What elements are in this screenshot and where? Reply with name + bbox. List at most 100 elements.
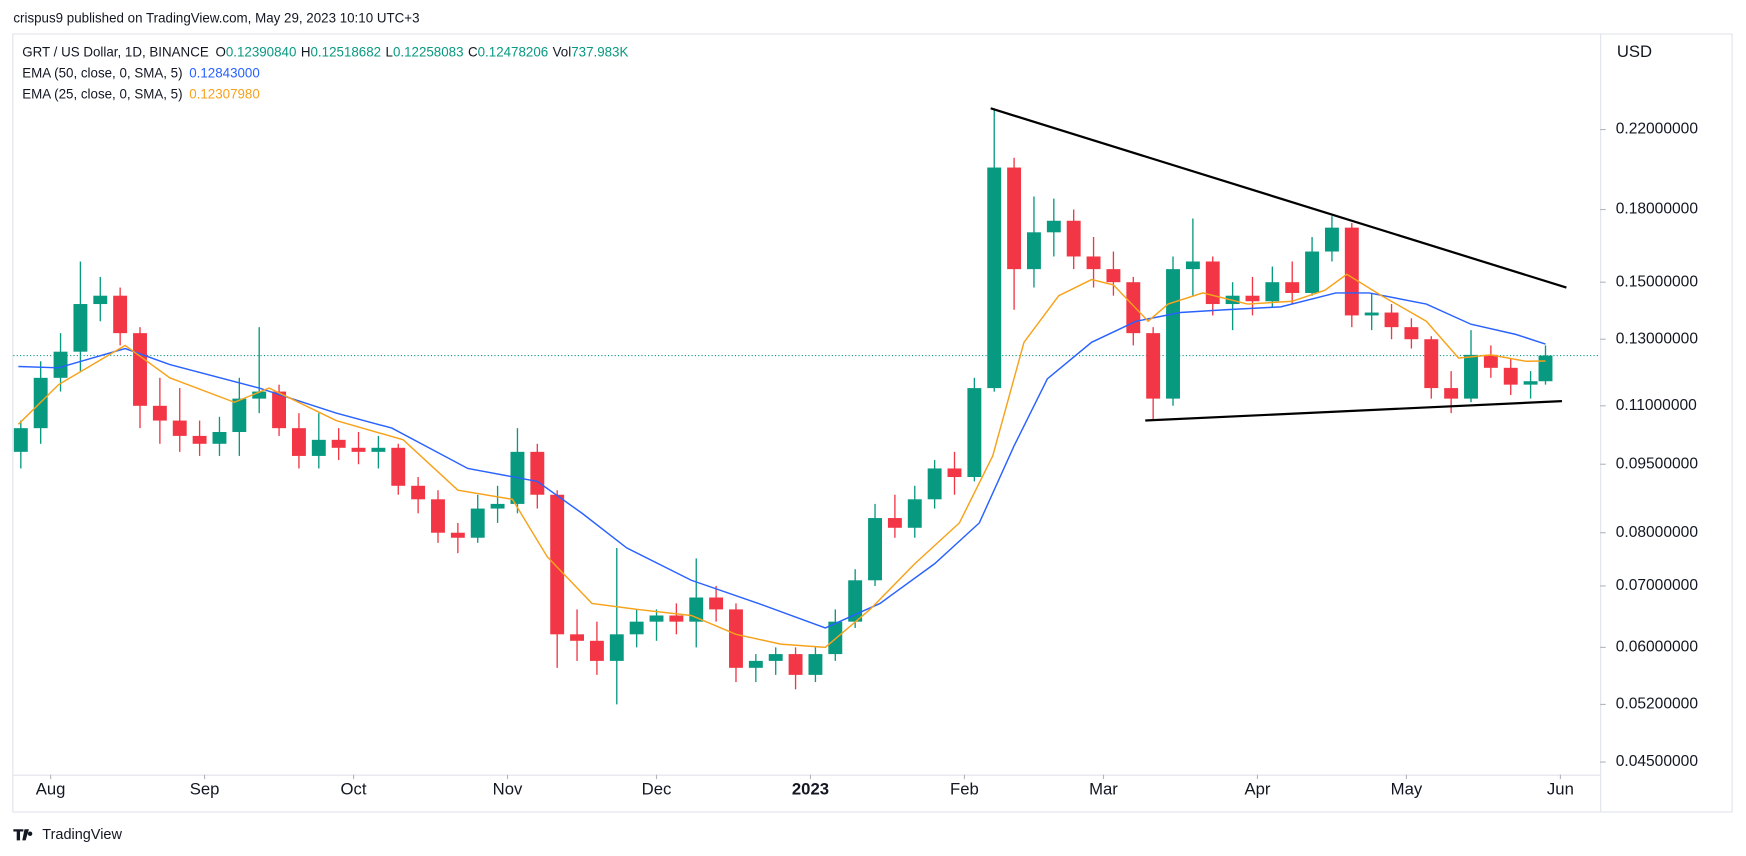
candle-body bbox=[1185, 261, 1200, 270]
footer-brand: TradingView bbox=[42, 827, 122, 843]
candle-body bbox=[947, 468, 962, 478]
ema-value: 0.12843000 bbox=[189, 65, 260, 80]
y-tick-label: 0.07000000 bbox=[1616, 577, 1699, 594]
y-tick-label: 0.13000000 bbox=[1616, 330, 1699, 347]
candle-body bbox=[1538, 355, 1553, 382]
candle-body bbox=[252, 391, 267, 399]
ema-name: EMA (50, close, 0, SMA, 5) bbox=[22, 65, 182, 80]
candle-body bbox=[1344, 227, 1359, 316]
y-tick-label: 0.08000000 bbox=[1616, 524, 1699, 541]
candle-body bbox=[1245, 295, 1260, 302]
ohlc-value: 0.12258083 bbox=[393, 44, 464, 59]
candle-body bbox=[311, 439, 326, 456]
candle-body bbox=[649, 615, 664, 622]
ohlc-value: 0.12390840 bbox=[226, 44, 297, 59]
candle-body bbox=[550, 494, 565, 635]
candle-body bbox=[530, 451, 545, 495]
x-tick-label: 2023 bbox=[792, 780, 829, 799]
ema-name: EMA (25, close, 0, SMA, 5) bbox=[22, 86, 182, 101]
x-tick-label: Sep bbox=[190, 780, 220, 799]
candle-body bbox=[1106, 269, 1121, 283]
candle-body bbox=[1464, 354, 1478, 399]
candle-body bbox=[1285, 282, 1300, 293]
ema-legend: EMA (25, close, 0, SMA, 5) 0.12307980 bbox=[22, 86, 260, 101]
ema-line bbox=[18, 292, 1546, 629]
candle-body bbox=[470, 508, 485, 538]
x-tick-label: Aug bbox=[36, 780, 66, 799]
candle-body bbox=[1324, 227, 1339, 252]
ema-legend: EMA (50, close, 0, SMA, 5) 0.12843000 bbox=[22, 65, 260, 80]
x-tick-label: Jun bbox=[1547, 780, 1574, 799]
ohlc-value: 737.983K bbox=[571, 44, 628, 59]
x-tick-label: May bbox=[1391, 780, 1423, 799]
candle-body bbox=[570, 634, 585, 641]
ohlc-key: O bbox=[215, 44, 225, 59]
candle-body bbox=[927, 468, 942, 500]
y-axis-label: USD bbox=[1617, 42, 1652, 61]
candle-body bbox=[609, 634, 624, 661]
trendline bbox=[990, 107, 1567, 289]
y-tick-label: 0.04500000 bbox=[1616, 753, 1699, 770]
candle-body bbox=[431, 499, 445, 533]
candle-body bbox=[351, 447, 366, 452]
candle-body bbox=[1364, 312, 1379, 316]
candle-body bbox=[987, 167, 1002, 389]
candle-body bbox=[450, 532, 465, 538]
candle-body bbox=[371, 447, 386, 452]
candle-body bbox=[192, 435, 207, 444]
candle-body bbox=[709, 597, 724, 610]
x-tick-label: Oct bbox=[341, 780, 367, 799]
candle-body bbox=[212, 432, 227, 444]
trendline bbox=[1145, 400, 1562, 422]
candle-body bbox=[152, 405, 167, 421]
candle-body bbox=[1523, 381, 1538, 385]
candle-body bbox=[848, 580, 863, 622]
footer-logo: TradingView bbox=[13, 827, 122, 843]
candle-body bbox=[391, 447, 406, 486]
logo-icon bbox=[13, 829, 33, 841]
y-tick-label: 0.05200000 bbox=[1616, 696, 1699, 713]
candle-body bbox=[232, 398, 247, 433]
y-tick-label: 0.18000000 bbox=[1616, 201, 1699, 218]
candle-body bbox=[272, 391, 287, 429]
publisher-line: crispus9 published on TradingView.com, M… bbox=[13, 10, 419, 25]
candle-body bbox=[1384, 312, 1399, 328]
candle-body bbox=[788, 654, 803, 675]
candle-body bbox=[133, 333, 147, 406]
x-tick-label: Mar bbox=[1089, 780, 1118, 799]
candle-body bbox=[1404, 327, 1419, 340]
symbol-legend: GRT / US Dollar, 1D, BINANCE O0.12390840 H… bbox=[22, 44, 628, 59]
candle-body bbox=[1444, 388, 1459, 399]
candle-body bbox=[291, 428, 306, 456]
y-tick-label: 0.15000000 bbox=[1616, 273, 1699, 290]
candle-body bbox=[172, 420, 187, 436]
y-tick-label: 0.06000000 bbox=[1616, 639, 1699, 656]
x-tick-label: Apr bbox=[1244, 780, 1270, 799]
x-tick-label: Dec bbox=[642, 780, 672, 799]
candle-body bbox=[729, 609, 743, 668]
symbol-title: GRT / US Dollar, 1D, BINANCE bbox=[22, 44, 209, 59]
ohlc-key: H bbox=[301, 44, 311, 59]
candle-body bbox=[589, 640, 604, 661]
candle-body bbox=[907, 499, 922, 528]
frame bbox=[12, 33, 1733, 813]
x-tick-label: Feb bbox=[950, 780, 979, 799]
candle-body bbox=[113, 295, 128, 334]
candle-body bbox=[828, 621, 843, 655]
ema-value: 0.12307980 bbox=[189, 86, 260, 101]
candle-body bbox=[490, 503, 505, 509]
ohlc-value: 0.12518682 bbox=[311, 44, 382, 59]
candle-body bbox=[1066, 220, 1081, 257]
y-tick-label: 0.11000000 bbox=[1616, 397, 1697, 414]
candle-body bbox=[1007, 167, 1022, 270]
candle-body bbox=[1305, 251, 1320, 293]
candle-body bbox=[53, 351, 68, 378]
ohlc-key: L bbox=[386, 44, 393, 59]
candle-body bbox=[868, 518, 882, 581]
ohlc-value: 0.12478206 bbox=[478, 44, 549, 59]
ema-line bbox=[17, 273, 1546, 649]
candle-body bbox=[1483, 354, 1498, 368]
